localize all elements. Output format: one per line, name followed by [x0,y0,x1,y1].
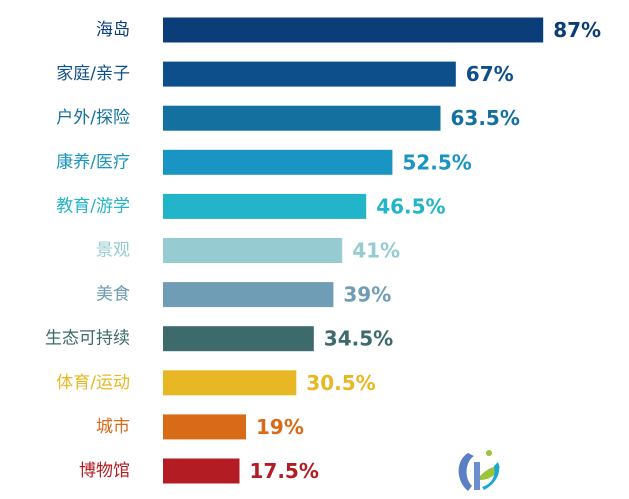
bar-0 [163,17,544,43]
bar-9 [163,414,246,440]
category-label-1: 家庭/亲子 [56,64,130,84]
bar-6 [163,282,334,308]
value-label-10: 17.5% [250,459,319,483]
bar-10 [163,458,240,484]
category-label-0: 海岛 [96,20,130,40]
value-label-6: 39% [343,283,391,307]
bar-4 [163,193,367,219]
brand-logo-icon [458,450,500,491]
category-label-3: 康养/医疗 [56,152,130,172]
category-label-2: 户外/探险 [56,108,130,128]
category-label-8: 体育/运动 [56,373,130,393]
category-label-4: 教育/游学 [56,196,130,216]
bars-layer [163,17,544,484]
value-label-9: 19% [256,415,304,439]
bar-2 [163,105,441,131]
value-labels: 87% 67% 63.5% 52.5% 46.5% 41% 39% 34.5% 30.5%19%… [250,18,602,483]
category-labels: 海岛家庭/亲子户外/探险康养/医疗教育/游学景观美食生态可持续体育/运动城市博物… [45,20,130,481]
bar-3 [163,149,393,175]
value-label-3: 52.5% [402,150,471,174]
value-label-4: 46.5% [376,194,445,218]
bar-5 [163,238,343,263]
category-label-5: 景观 [96,241,130,261]
bar-8 [163,370,297,396]
bar-7 [163,326,314,352]
value-label-2: 63.5% [451,106,520,130]
value-label-1: 67% [466,62,514,86]
category-label-7: 生态可持续 [45,329,130,349]
category-label-6: 美食 [96,285,130,305]
value-label-5: 41% [352,239,400,263]
category-label-10: 博物馆 [79,461,130,481]
bar-1 [163,61,456,87]
value-label-7: 34.5% [324,327,393,351]
value-label-0: 87% [553,18,601,42]
value-label-8: 30.5% [306,371,375,395]
category-label-9: 城市 [96,417,130,437]
